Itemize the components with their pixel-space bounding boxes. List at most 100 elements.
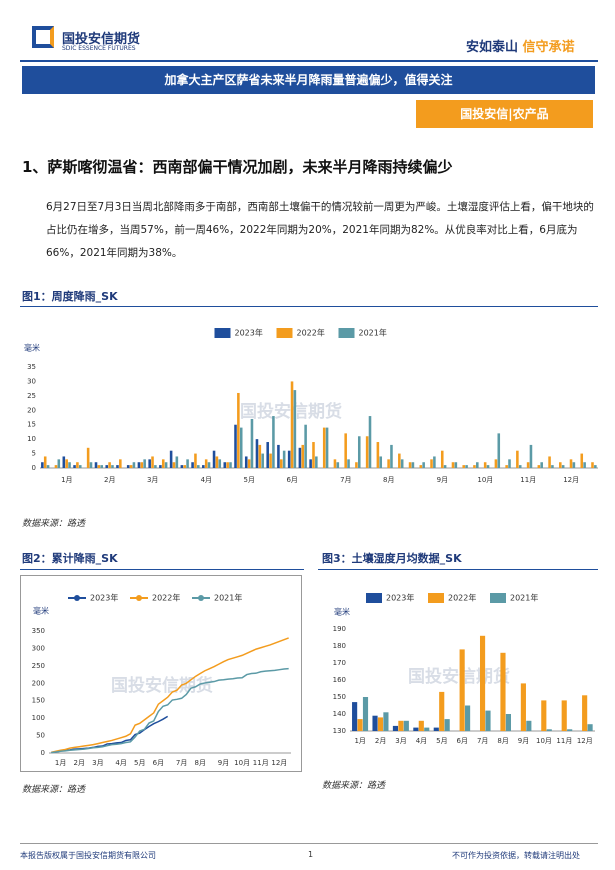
rule — [20, 306, 598, 307]
bar — [459, 649, 465, 731]
bar — [197, 465, 200, 468]
bar — [559, 462, 562, 468]
legend-swatch — [136, 595, 142, 601]
bar — [392, 725, 399, 731]
y-tick-label: 5 — [32, 450, 36, 458]
bar — [377, 717, 384, 731]
slogan: 安如泰山 信守承诺 — [466, 36, 575, 55]
bar — [175, 456, 179, 468]
bar — [298, 447, 302, 468]
bar — [218, 459, 222, 468]
bar — [494, 459, 498, 468]
x-tick-label: 2月 — [104, 476, 115, 484]
bar — [65, 459, 68, 468]
unit-label: 毫米 — [334, 607, 350, 617]
bar — [516, 450, 519, 468]
bar — [161, 459, 165, 468]
y-tick-label: 190 — [333, 625, 346, 633]
footer-right: 不可作为投资依据，转载请注明出处 — [452, 851, 580, 860]
legend-label: 2022年 — [448, 593, 476, 603]
bar — [97, 465, 101, 468]
bar — [183, 465, 186, 468]
bar — [551, 465, 554, 468]
x-tick-label: 10月 — [234, 759, 250, 767]
legend-label: 2023年 — [235, 328, 263, 338]
bar — [322, 427, 326, 468]
x-tick-label: 5月 — [134, 759, 145, 767]
x-tick-label: 8月 — [497, 737, 508, 745]
x-tick-label: 12月 — [577, 737, 593, 745]
rule — [20, 843, 598, 844]
bar — [315, 456, 318, 468]
bar — [419, 465, 423, 468]
bar — [94, 462, 98, 468]
bar — [567, 729, 573, 731]
x-tick-label: 10月 — [536, 737, 552, 745]
chart: 国投安信期货2023年2022年2021年毫米051015202530351月2… — [24, 328, 598, 484]
bar — [223, 462, 227, 468]
bar — [325, 427, 329, 468]
bar — [301, 444, 305, 468]
bar — [398, 453, 401, 468]
bar — [194, 453, 197, 468]
bar — [440, 450, 444, 468]
bar — [280, 459, 283, 468]
x-tick-label: 10月 — [477, 476, 493, 484]
bar — [119, 459, 122, 468]
section-title: 1、萨斯喀彻温省：西南部偏干情况加剧，未来半月降雨持续偏少 — [22, 158, 453, 176]
bar — [518, 465, 522, 468]
legend-label: 2021年 — [359, 328, 387, 338]
bar — [569, 459, 573, 468]
bar — [485, 710, 491, 731]
x-tick-label: 11月 — [253, 759, 269, 767]
y-tick-label: 50 — [36, 732, 45, 740]
x-tick-label: 1月 — [354, 737, 365, 745]
bar — [154, 465, 157, 468]
bar — [68, 462, 71, 468]
watermark: 国投安信期货 — [111, 675, 213, 696]
x-tick-label: 2月 — [375, 737, 386, 745]
bar — [287, 450, 291, 468]
bar — [239, 427, 243, 468]
bar — [540, 462, 543, 468]
bar — [186, 459, 189, 468]
bar — [591, 462, 594, 468]
bar — [357, 436, 361, 468]
bar — [293, 390, 297, 468]
bar — [215, 456, 219, 468]
bar — [582, 695, 588, 731]
y-tick-label: 180 — [333, 642, 346, 650]
y-tick-label: 300 — [32, 644, 45, 652]
bar — [202, 465, 205, 468]
rule — [20, 60, 598, 62]
bar — [78, 465, 82, 468]
bar — [418, 720, 424, 731]
line — [51, 637, 289, 754]
bar — [526, 462, 530, 468]
bar — [126, 465, 130, 468]
x-tick-label: 3月 — [395, 737, 406, 745]
legend-label: 2022年 — [297, 328, 325, 338]
x-tick-label: 9月 — [218, 759, 229, 767]
bar — [272, 416, 275, 468]
bar — [151, 456, 154, 468]
x-tick-label: 7月 — [477, 737, 488, 745]
bar — [247, 459, 251, 468]
x-tick-label: 1月 — [55, 759, 66, 767]
y-tick-label: 35 — [27, 363, 36, 371]
rule — [20, 569, 304, 570]
watermark: 国投安信期货 — [408, 666, 510, 687]
legend-swatch — [276, 328, 293, 338]
x-tick-label: 7月 — [176, 759, 187, 767]
x-tick-label: 12月 — [271, 759, 287, 767]
bar — [390, 444, 393, 468]
page-number: 1 — [308, 850, 314, 859]
bar — [336, 462, 340, 468]
x-tick-label: 8月 — [383, 476, 394, 484]
y-tick-label: 25 — [27, 392, 36, 400]
bar — [62, 456, 66, 468]
y-tick-label: 350 — [32, 627, 45, 635]
bar — [76, 462, 79, 468]
bar — [172, 462, 176, 468]
bar — [140, 462, 144, 468]
